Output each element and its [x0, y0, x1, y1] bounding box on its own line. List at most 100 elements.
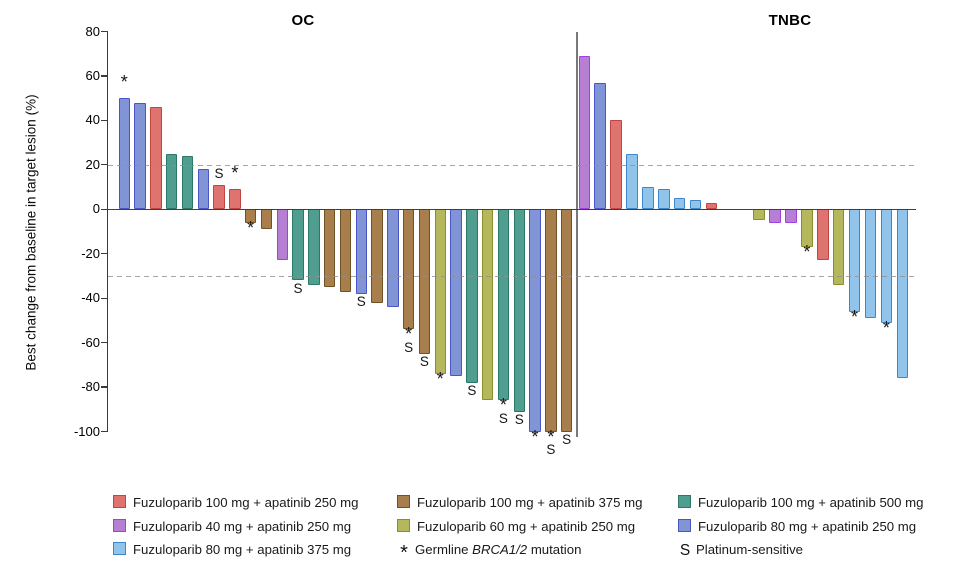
y-tick-mark — [100, 30, 107, 33]
bar-mark-star: * — [803, 242, 811, 263]
bar — [769, 209, 781, 223]
bar — [753, 209, 765, 221]
bar-mark-star: * — [405, 324, 413, 345]
y-tick-label: 80 — [85, 23, 100, 39]
bar — [355, 209, 367, 294]
y-tick-label: 60 — [85, 67, 100, 83]
bar — [896, 209, 908, 379]
legend-label: Fuzuloparib 80 mg + apatinib 250 mg — [698, 519, 917, 534]
bar — [817, 209, 829, 261]
bar — [292, 209, 304, 281]
y-tick-label: -60 — [81, 334, 100, 350]
bar — [118, 98, 130, 210]
y-tick-label: -20 — [81, 245, 100, 261]
bar — [626, 153, 638, 210]
legend-label: Fuzuloparib 100 mg + apatinib 375 mg — [417, 495, 643, 510]
y-tick-mark — [100, 119, 107, 121]
bar — [545, 209, 557, 432]
bar-mark-star: * — [531, 426, 539, 447]
bar-mark-s: S — [498, 410, 508, 426]
bar — [434, 209, 446, 374]
legend-swatch — [113, 542, 126, 555]
bar-mark-s: S — [404, 339, 414, 355]
bar — [594, 82, 606, 210]
bar-mark-s: S — [356, 294, 366, 310]
bar — [276, 209, 288, 261]
panel-title-oc: OC — [291, 12, 315, 29]
panel-title-tnbc: TNBC — [768, 12, 812, 29]
bar — [529, 209, 541, 432]
y-tick-mark — [100, 164, 107, 166]
bar — [371, 209, 383, 303]
legend-item: Fuzuloparib 100 mg + apatinib 250 mg — [113, 495, 358, 511]
legend-swatch — [397, 495, 410, 508]
bar — [387, 209, 399, 308]
bar — [848, 209, 861, 312]
bar — [339, 209, 352, 292]
bar — [134, 102, 146, 210]
legend-item: Fuzuloparib 80 mg + apatinib 250 mg — [678, 519, 916, 535]
y-tick-label: 0 — [92, 201, 100, 217]
bar-mark-s: S — [419, 354, 429, 370]
legend-swatch — [113, 519, 126, 532]
bar — [578, 55, 590, 210]
bar-mark-star: * — [436, 368, 444, 389]
bar-mark-star: * — [247, 217, 255, 238]
bar — [197, 169, 209, 210]
legend-label: Fuzuloparib 40 mg + apatinib 250 mg — [133, 519, 352, 534]
panel-divider — [576, 32, 578, 437]
bar — [150, 107, 162, 210]
legend-item: Fuzuloparib 80 mg + apatinib 375 mg — [113, 542, 351, 558]
legend-label: Fuzuloparib 100 mg + apatinib 250 mg — [133, 495, 359, 510]
y-tick-mark — [100, 253, 107, 255]
reference-line — [108, 164, 916, 167]
legend-item: Fuzuloparib 40 mg + apatinib 250 mg — [113, 519, 351, 535]
y-tick-label: 40 — [85, 112, 100, 128]
bar — [402, 209, 415, 330]
legend-item: Fuzuloparib 100 mg + apatinib 375 mg — [397, 495, 642, 511]
bar — [213, 184, 225, 210]
bar — [880, 209, 893, 323]
bar-mark-star: * — [882, 317, 890, 338]
legend-label: Fuzuloparib 60 mg + apatinib 250 mg — [417, 519, 636, 534]
bar-mark-s: S — [467, 383, 477, 399]
legend-item: Fuzuloparib 60 mg + apatinib 250 mg — [397, 519, 635, 535]
bar — [260, 209, 273, 230]
bar — [450, 209, 462, 376]
legend-swatch — [678, 519, 691, 532]
bar — [642, 187, 654, 210]
legend-label: Fuzuloparib 100 mg + apatinib 500 mg — [698, 495, 924, 510]
y-axis-line — [106, 31, 108, 432]
bar-mark-s: S — [514, 412, 524, 428]
bar-mark-s: S — [546, 442, 556, 458]
y-tick-mark — [100, 430, 107, 433]
bar-mark-star: * — [499, 395, 507, 416]
legend-item: Fuzuloparib 100 mg + apatinib 500 mg — [678, 495, 923, 511]
bar — [658, 189, 670, 210]
legend-symbol-star: * — [400, 542, 408, 564]
bar — [864, 209, 877, 319]
reference-line — [108, 275, 916, 278]
y-tick-label: -40 — [81, 290, 100, 306]
bar — [497, 209, 510, 401]
bar-mark-star: * — [231, 163, 239, 184]
bar — [832, 209, 845, 285]
y-tick-label: -80 — [81, 379, 100, 395]
legend-swatch — [678, 495, 691, 508]
bar-mark-s: S — [214, 166, 224, 182]
legend-symbol-s: S — [679, 542, 691, 559]
legend-label: Germline BRCA1/2 mutation — [415, 542, 582, 557]
bar — [308, 209, 320, 285]
bar — [229, 189, 241, 210]
y-tick-mark — [100, 342, 107, 344]
bar — [785, 209, 797, 223]
y-tick-mark — [100, 75, 107, 77]
legend-label: Fuzuloparib 80 mg + apatinib 375 mg — [133, 542, 352, 557]
bar-mark-s: S — [293, 280, 303, 296]
y-tick-label: -100 — [73, 423, 100, 439]
y-axis-label: Best change from baseline in target lesi… — [23, 94, 39, 371]
bar-mark-star: * — [120, 72, 128, 93]
bar — [560, 209, 573, 432]
bar — [481, 209, 494, 401]
